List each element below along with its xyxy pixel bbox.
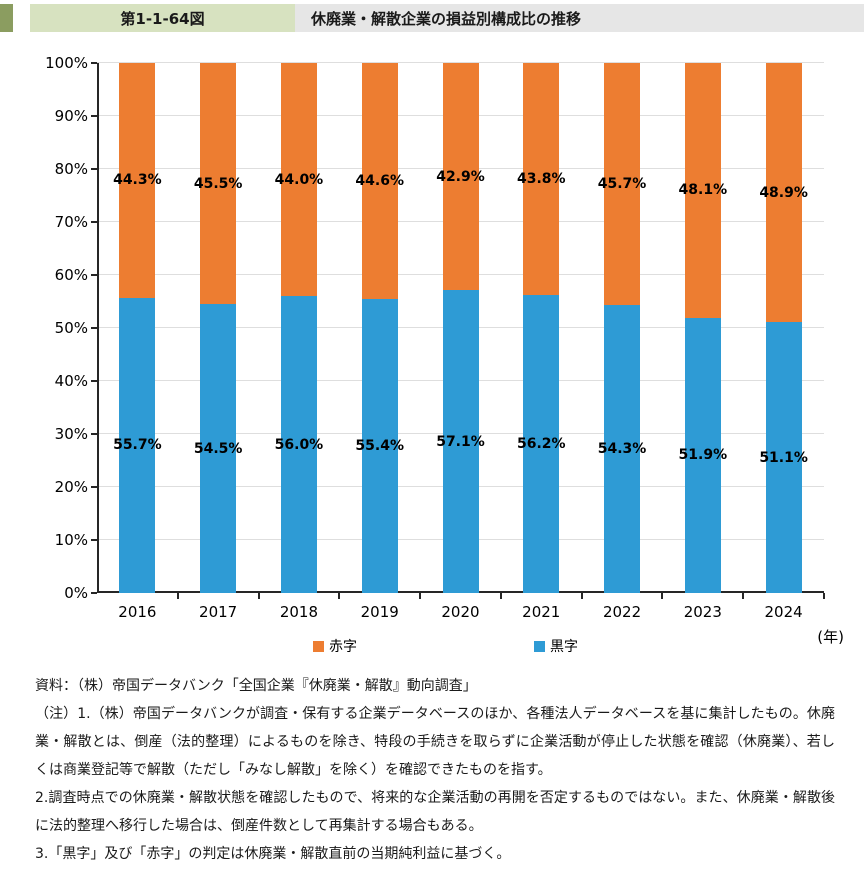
bar-segment-赤字-2022 (604, 63, 641, 306)
y-axis-tick (91, 433, 97, 435)
bar-segment-黒字-2022 (604, 305, 641, 593)
legend-item-赤字: 赤字 (313, 638, 357, 655)
bar-segment-赤字-2018 (280, 63, 317, 297)
x-axis-category-label: 2018 (279, 603, 319, 621)
value-label-黒字-2016: 55.7% (113, 437, 162, 454)
value-label-赤字-2020: 42.9% (436, 168, 485, 185)
bar-segment-赤字-2016 (119, 63, 156, 298)
legend-label: 黒字 (550, 639, 578, 655)
bar-segment-黒字-2018 (280, 296, 317, 593)
x-axis-category-label: 2017 (199, 603, 238, 621)
bar-segment-赤字-2023 (684, 63, 721, 318)
y-axis-tick (91, 539, 97, 541)
y-gridline-100 (97, 62, 824, 63)
y-axis-tick (91, 62, 97, 64)
stacked-bar-chart: 0% 10% 20% 30% 40% 50% 60% 70% 80% 90% 100% 44.3% 55… (0, 32, 864, 662)
figure-title-bar: 休廃業・解散企業の損益別構成比の推移 (295, 4, 864, 32)
note-3: 3.「黒字」及び「赤字」の判定は休廃業・解散直前の当期純利益に基づく。 (35, 846, 511, 862)
bar-segment-黒字-2023 (684, 317, 721, 593)
value-label-赤字-2024: 48.9% (759, 184, 808, 201)
value-label-赤字-2017: 45.5% (193, 175, 243, 192)
value-label-赤字-2021: 43.8% (516, 171, 566, 188)
y-axis-tick (91, 221, 97, 223)
y-axis-tick-label: 10% (54, 531, 88, 549)
x-axis-unit-label: (年) (817, 628, 844, 646)
x-axis-tick (823, 593, 825, 599)
y-axis-tick-label: 0% (64, 584, 88, 602)
bar-segment-黒字-2021 (523, 295, 560, 593)
x-axis-category-label: 2016 (118, 603, 157, 621)
y-axis-tick (91, 380, 97, 382)
note-2: 2.調査時点での休廃業・解散状態を確認したもので、将来的な企業活動の再開を否定す… (35, 790, 835, 834)
x-axis-category-label: 2022 (602, 603, 642, 621)
x-axis-tick (176, 593, 179, 599)
bar-segment-赤字-2024 (765, 63, 802, 323)
figure-title: 休廃業・解散企業の損益別構成比の推移 (311, 9, 582, 28)
x-axis-tick (580, 593, 583, 599)
x-axis-category-label: 2024 (764, 603, 803, 621)
value-label-赤字-2022: 45.7% (597, 176, 647, 193)
figure-header: 第1-1-64図 休廃業・解散企業の損益別構成比の推移 (0, 4, 864, 32)
value-label-黒字-2017: 54.5% (193, 440, 243, 457)
x-axis-tick (257, 593, 260, 599)
bar-segment-赤字-2021 (523, 63, 560, 296)
x-axis-category-label: 2021 (522, 603, 561, 621)
x-axis-tick (338, 593, 341, 599)
source-note: 資料：（株）帝国データバンク「全国企業『休廃業・解散』動向調査」 (35, 678, 477, 694)
value-label-赤字-2023: 48.1% (678, 182, 728, 199)
value-label-黒字-2024: 51.1% (759, 449, 808, 466)
bar-segment-黒字-2020 (442, 290, 479, 593)
value-label-黒字-2020: 57.1% (436, 433, 485, 450)
x-axis-category-label: 2019 (360, 603, 399, 621)
bar-segment-赤字-2020 (442, 63, 479, 291)
bar-segment-赤字-2017 (200, 63, 237, 305)
value-label-赤字-2019: 44.6% (355, 173, 404, 190)
bar-segment-黒字-2024 (765, 322, 802, 593)
y-axis-tick (91, 274, 97, 276)
y-axis-tick-label: 90% (54, 107, 88, 125)
value-label-黒字-2019: 55.4% (355, 438, 404, 455)
x-axis-category-label: 2020 (441, 603, 480, 621)
note-1: （注）1.（株）帝国データバンクが調査・保有する企業データベースのほか、各種法人… (35, 706, 835, 778)
y-axis-tick (91, 592, 97, 594)
bar-segment-黒字-2017 (200, 304, 237, 593)
legend-label: 赤字 (329, 639, 357, 655)
x-axis-category-label: 2023 (683, 603, 722, 621)
x-axis-tick (499, 593, 502, 599)
value-label-赤字-2018: 44.0% (274, 171, 324, 188)
value-label-黒字-2018: 56.0% (274, 436, 324, 453)
y-axis-tick-label: 100% (45, 54, 88, 72)
x-axis-tick (742, 593, 745, 599)
legend-item-黒字: 黒字 (534, 638, 578, 655)
bar-segment-赤字-2019 (361, 63, 398, 300)
y-axis-tick (91, 327, 97, 329)
y-axis-tick (91, 486, 97, 488)
value-label-赤字-2016: 44.3% (113, 172, 162, 189)
header-accent-bar (0, 4, 13, 32)
bar-segment-黒字-2019 (361, 299, 398, 593)
y-axis-tick-label: 80% (54, 160, 88, 178)
y-axis-tick-label: 40% (54, 372, 88, 390)
footnotes: 資料：（株）帝国データバンク「全国企業『休廃業・解散』動向調査」 （注）1.（株… (35, 672, 835, 868)
x-axis-tick (419, 593, 422, 599)
y-axis-tick-label: 50% (54, 319, 88, 337)
legend-swatch-icon (313, 640, 324, 652)
value-label-黒字-2023: 51.9% (678, 447, 728, 464)
y-axis-tick (91, 168, 97, 170)
value-label-黒字-2022: 54.3% (597, 441, 647, 458)
y-axis-tick (91, 115, 97, 117)
y-axis-tick-label: 60% (54, 266, 88, 284)
value-label-黒字-2021: 56.2% (516, 436, 566, 453)
header-gap (13, 4, 30, 32)
bar-segment-黒字-2016 (119, 297, 156, 593)
y-axis-tick-label: 20% (54, 478, 88, 496)
figure-number: 第1-1-64図 (30, 4, 295, 32)
legend-swatch-icon (534, 640, 545, 652)
x-axis-tick (661, 593, 664, 599)
y-axis-tick-label: 30% (54, 425, 88, 443)
y-axis-tick-label: 70% (54, 213, 88, 231)
